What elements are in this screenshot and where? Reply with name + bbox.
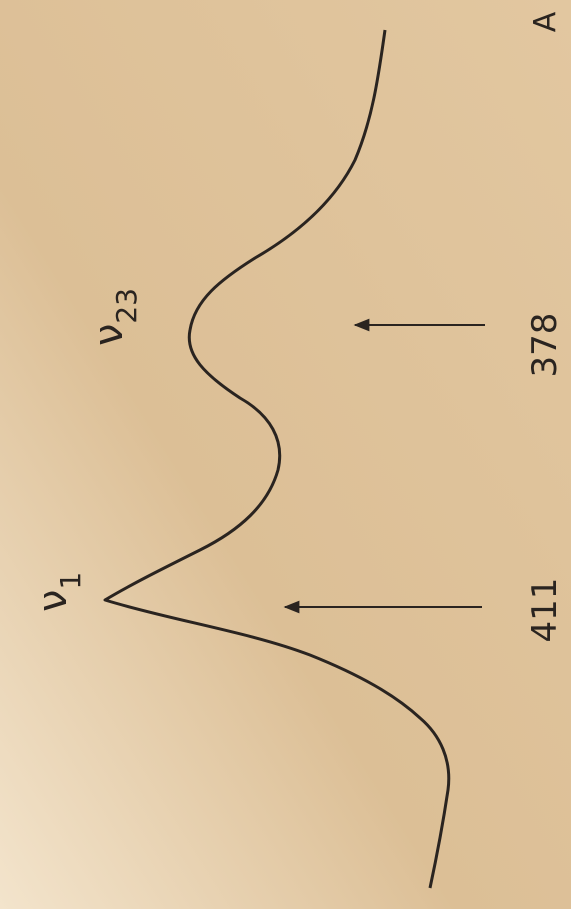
- background: [0, 0, 571, 909]
- peak-symbol: ν: [86, 324, 132, 346]
- peak-subscript: 23: [110, 288, 143, 324]
- peak-position: 378: [525, 313, 565, 378]
- figure: A ν1 ν23 411 378: [0, 0, 571, 909]
- panel-label: A: [528, 11, 563, 32]
- peak-subscript: 1: [54, 572, 87, 590]
- peak-position: 411: [525, 578, 565, 643]
- peak-symbol: ν: [30, 590, 76, 612]
